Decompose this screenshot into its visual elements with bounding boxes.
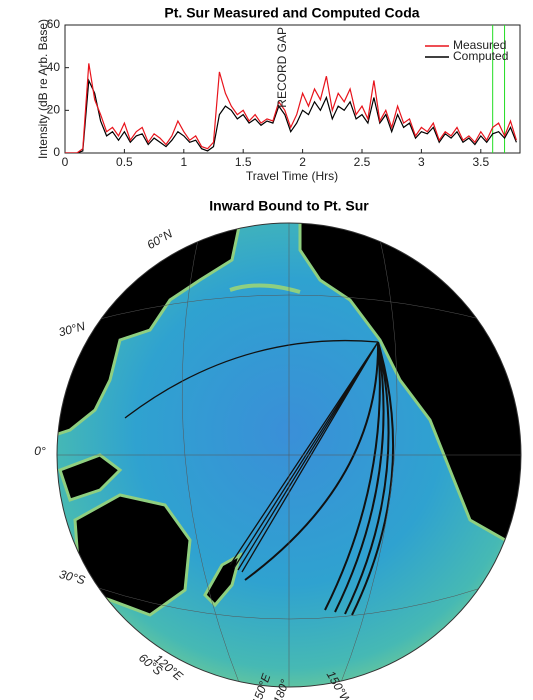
graticule-label: 60°N — [144, 226, 175, 252]
ray-path — [124, 339, 379, 419]
aleutians — [229, 283, 301, 294]
y-tick-label: 20 — [47, 103, 61, 117]
y-tick-label: 0 — [53, 145, 60, 159]
x-tick-label: 2 — [299, 155, 306, 169]
graticule-label: 0° — [34, 444, 46, 458]
y-tick-label: 40 — [47, 60, 61, 74]
graticule — [57, 223, 521, 687]
map-title: Inward Bound to Pt. Sur — [209, 198, 369, 214]
graticule-label: 30°S — [58, 567, 87, 587]
globe-outline — [56, 222, 522, 688]
plot-area — [64, 24, 521, 154]
ray-paths — [124, 339, 395, 616]
x-tick-label: 1 — [180, 155, 187, 169]
x-tick-label: 3 — [418, 155, 425, 169]
legend-label: Measured — [453, 38, 506, 52]
annotation: RECORD GAP — [275, 27, 289, 108]
new-zealand — [203, 551, 243, 608]
line-chart: 0 0.5 1 1.5 2 2.5 3 3.5 0 20 40 60 RECORD GAP Measure… — [47, 17, 521, 169]
x-axis-label: Travel Time (Hrs) — [246, 169, 338, 183]
x-tick-label: 0 — [62, 155, 69, 169]
y-axis-label: Intensity (dB re Arb. Base) — [36, 19, 50, 159]
map — [56, 222, 522, 688]
legend-label: Computed — [453, 49, 508, 63]
x-tick-label: 1.5 — [235, 155, 252, 169]
chart-title: Pt. Sur Measured and Computed Coda — [164, 5, 419, 21]
series-line — [65, 63, 517, 153]
x-tick-label: 2.5 — [354, 155, 371, 169]
plot-lines — [65, 25, 517, 153]
series-line — [65, 78, 517, 153]
graticule-label: 30°N — [57, 319, 87, 340]
ray-path — [244, 341, 395, 616]
x-tick-label: 0.5 — [116, 155, 133, 169]
islands — [58, 453, 123, 502]
x-tick-label: 3.5 — [472, 155, 489, 169]
y-tick-label: 60 — [47, 17, 61, 31]
